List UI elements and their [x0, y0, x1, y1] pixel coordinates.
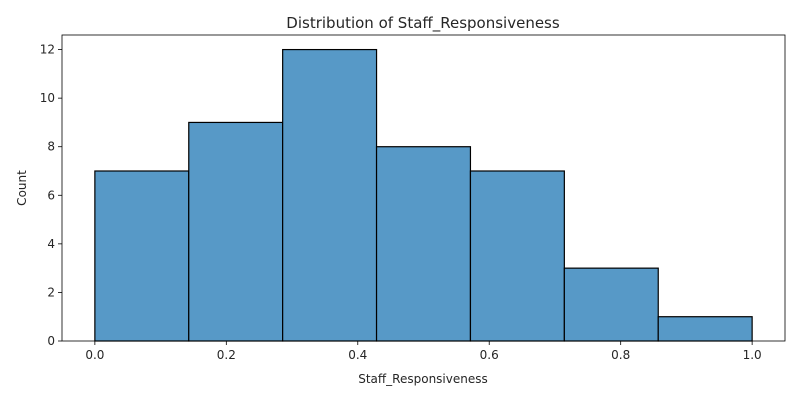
y-axis-label: Count: [15, 170, 29, 206]
histogram-bar-5: [563, 267, 659, 342]
y-tick-label: 6: [47, 188, 55, 202]
x-tick-label: 0.0: [85, 348, 104, 362]
histogram-bar-6: [657, 316, 753, 342]
histogram-bar-4: [469, 170, 565, 342]
y-tick-label: 8: [47, 140, 55, 154]
x-tick-label: 0.6: [480, 348, 499, 362]
y-axis-ticks: 0 2 4 6 8 10 12: [40, 43, 62, 348]
histogram-bar-0: [94, 170, 190, 342]
x-tick-label: 1.0: [743, 348, 762, 362]
y-tick-label: 12: [40, 43, 55, 57]
histogram-bar-1: [188, 121, 284, 342]
y-tick-label: 0: [47, 334, 55, 348]
chart-title: Distribution of Staff_Responsiveness: [286, 14, 560, 33]
x-tick-label: 0.2: [217, 348, 236, 362]
x-axis-label: Staff_Responsiveness: [358, 372, 488, 386]
x-axis-ticks: 0.0 0.2 0.4 0.6 0.8 1.0: [85, 341, 762, 362]
y-tick-label: 10: [40, 91, 55, 105]
bars-group: [94, 48, 753, 342]
histogram-bar-2: [282, 48, 378, 342]
y-tick-label: 4: [47, 237, 55, 251]
x-tick-label: 0.4: [348, 348, 367, 362]
y-tick-label: 2: [47, 285, 55, 299]
plot-frame: [61, 34, 786, 342]
x-tick-label: 0.8: [611, 348, 630, 362]
histogram-bar-3: [375, 146, 472, 342]
